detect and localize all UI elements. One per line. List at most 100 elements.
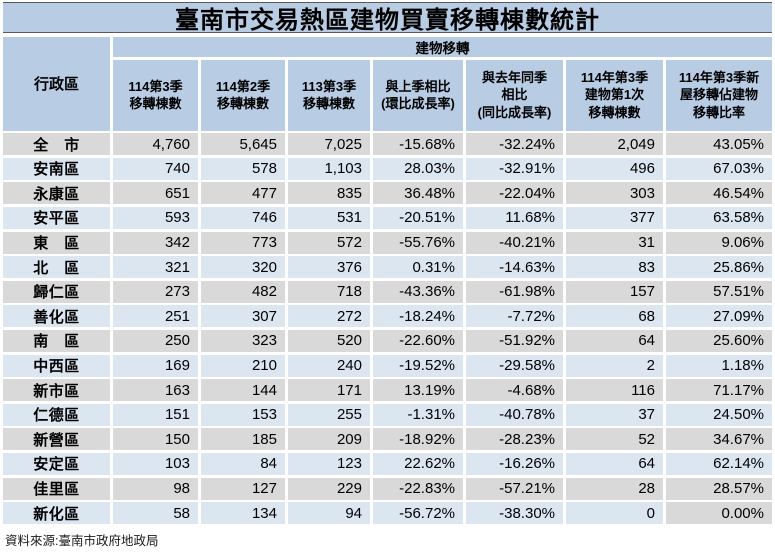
value-cell: -22.04% [466,182,563,205]
region-cell: 南 區 [3,329,110,352]
value-cell: 273 [113,280,198,303]
value-cell: -22.60% [373,329,463,352]
value-cell: -32.24% [466,133,563,156]
value-cell: 210 [201,354,285,377]
value-cell: -15.68% [373,133,463,156]
region-cell: 東 區 [3,231,110,254]
value-cell: 303 [566,182,663,205]
value-cell: -40.78% [466,403,563,426]
region-cell: 安南區 [3,157,110,180]
value-cell: 57.51% [666,280,772,303]
value-cell: -28.23% [466,428,563,451]
stats-grid: 行政區 建物移轉 114第3季 移轉棟數 114第2季 移轉棟數 113第3季 … [3,37,772,525]
value-cell: 477 [201,182,285,205]
region-cell: 仁德區 [3,403,110,426]
value-cell: -1.31% [373,403,463,426]
region-cell: 佳里區 [3,477,110,500]
value-cell: 1,103 [288,157,370,180]
value-cell: 377 [566,206,663,229]
value-cell: -40.21% [466,231,563,254]
value-cell: 22.62% [373,452,463,475]
value-cell: 46.54% [666,182,772,205]
value-cell: 255 [288,403,370,426]
value-cell: -18.24% [373,305,463,328]
page-title: 臺南市交易熱區建物買賣移轉棟數統計 [3,2,772,34]
value-cell: 28 [566,477,663,500]
value-cell: 28.03% [373,157,463,180]
value-cell: -55.76% [373,231,463,254]
value-cell: -16.26% [466,452,563,475]
value-cell: 5,645 [201,133,285,156]
value-cell: 746 [201,206,285,229]
value-cell: -22.83% [373,477,463,500]
value-cell: 24.50% [666,403,772,426]
value-cell: -51.92% [466,329,563,352]
value-cell: 68 [566,305,663,328]
value-cell: 43.05% [666,133,772,156]
value-cell: -56.72% [373,502,463,525]
region-cell: 永康區 [3,182,110,205]
value-cell: -38.30% [466,502,563,525]
value-cell: 71.17% [666,379,772,402]
value-cell: -29.58% [466,354,563,377]
value-cell: 342 [113,231,198,254]
value-cell: 98 [113,477,198,500]
column-header-first-transfer: 114年第3季 建物第1次 移轉棟數 [566,59,663,131]
value-cell: 67.03% [666,157,772,180]
value-cell: 9.06% [666,231,772,254]
value-cell: 151 [113,403,198,426]
value-cell: -61.98% [466,280,563,303]
column-header-qoq-growth: 與上季相比 (環比成長率) [373,59,463,131]
value-cell: 7,025 [288,133,370,156]
value-cell: 11.68% [466,206,563,229]
value-cell: 229 [288,477,370,500]
value-cell: 209 [288,428,370,451]
value-cell: 34.67% [666,428,772,451]
value-cell: 651 [113,182,198,205]
value-cell: 185 [201,428,285,451]
source-note: 資料來源:臺南市政府地政局 [5,534,159,549]
region-cell: 新營區 [3,428,110,451]
value-cell: 718 [288,280,370,303]
value-cell: 250 [113,329,198,352]
value-cell: 116 [566,379,663,402]
value-cell: 0.00% [666,502,772,525]
column-header-q3-114: 114第3季 移轉棟數 [113,59,198,131]
value-cell: 482 [201,280,285,303]
value-cell: 84 [201,452,285,475]
region-column-header: 行政區 [3,37,110,131]
value-cell: 13.19% [373,379,463,402]
value-cell: -32.91% [466,157,563,180]
value-cell: 94 [288,502,370,525]
value-cell: 272 [288,305,370,328]
value-cell: 171 [288,379,370,402]
region-cell: 北 區 [3,256,110,279]
value-cell: 64 [566,329,663,352]
value-cell: 496 [566,157,663,180]
value-cell: -43.36% [373,280,463,303]
value-cell: 25.86% [666,256,772,279]
column-header-q2-114: 114第2季 移轉棟數 [201,59,285,131]
value-cell: 36.48% [373,182,463,205]
value-cell: 307 [201,305,285,328]
value-cell: 150 [113,428,198,451]
region-cell: 安平區 [3,206,110,229]
value-cell: -19.52% [373,354,463,377]
column-header-yoy-growth: 與去年同季 相比 (同比成長率) [466,59,563,131]
value-cell: -7.72% [466,305,563,328]
value-cell: 835 [288,182,370,205]
value-cell: 578 [201,157,285,180]
value-cell: 127 [201,477,285,500]
value-cell: 740 [113,157,198,180]
value-cell: 0.31% [373,256,463,279]
column-header-new-house-ratio: 114年第3季新 屋移轉佔建物 移轉比率 [666,59,772,131]
value-cell: 27.09% [666,305,772,328]
value-cell: 251 [113,305,198,328]
value-cell: 62.14% [666,452,772,475]
value-cell: 31 [566,231,663,254]
value-cell: 240 [288,354,370,377]
value-cell: 593 [113,206,198,229]
region-cell: 安定區 [3,452,110,475]
value-cell: -18.92% [373,428,463,451]
value-cell: 2,049 [566,133,663,156]
